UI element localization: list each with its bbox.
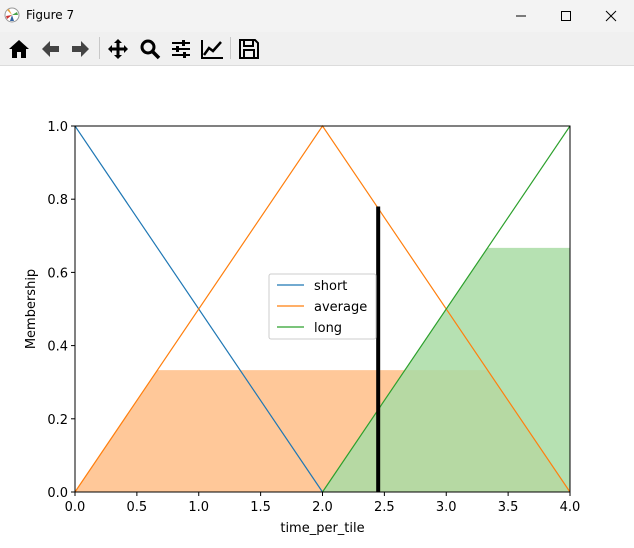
configure-subplots-button[interactable] [168,36,194,62]
series-line-long [322,125,571,493]
x-tick-label: 3.0 [436,500,457,515]
maximize-button[interactable] [543,0,589,32]
x-tick-label: 4.0 [560,500,581,515]
figure-canvas[interactable]: 0.0 0.5 1.0 1.5 2.0 2.5 3.0 3.5 4.0 0.0 0.2 0.4 0.6… [0,66,634,544]
home-button[interactable] [6,36,32,62]
y-tick-label: 1.0 [47,120,68,135]
x-tick-label: 0.5 [127,500,148,515]
title-bar: Figure 7 [0,0,634,32]
close-button[interactable] [588,0,634,32]
navigation-toolbar [0,32,634,66]
toolbar-separator [230,37,231,59]
configure-subplots-icon [172,40,190,58]
save-icon [239,39,259,59]
y-axis-label: Membership [24,269,39,349]
x-tick-label: 1.5 [250,500,271,515]
y-tick-label: 0.4 [47,340,68,355]
fill-long [322,247,570,492]
x-tick-label: 2.5 [374,500,395,515]
pan-icon [108,39,128,59]
toolbar-separator [99,37,100,59]
membership-chart: 0.0 0.5 1.0 1.5 2.0 2.5 3.0 3.5 4.0 0.0 0.2 0.4 0.6… [24,120,581,536]
y-tick-label: 0.0 [47,486,68,501]
edit-axis-icon [201,40,223,59]
pan-button[interactable] [105,36,131,62]
home-icon [9,40,29,58]
fills-layer [75,247,570,492]
back-button[interactable] [37,36,63,62]
y-ticks: 0.0 0.2 0.4 0.6 0.8 1.0 [47,120,75,501]
x-tick-label: 1.0 [188,500,209,515]
zoom-icon [140,39,161,60]
back-arrow-icon [42,41,59,57]
x-tick-label: 3.5 [498,500,519,515]
window-title: Figure 7 [26,8,75,22]
y-tick-label: 0.2 [47,413,68,428]
x-tick-label: 0.0 [65,500,86,515]
legend: short average long [268,273,377,340]
save-button[interactable] [236,36,262,62]
forward-button[interactable] [68,36,94,62]
legend-label-long: long [314,321,342,336]
minimize-icon [516,15,526,17]
legend-frame [268,273,377,340]
x-ticks: 0.0 0.5 1.0 1.5 2.0 2.5 3.0 3.5 4.0 [65,492,581,515]
x-tick-label: 2.0 [312,500,333,515]
legend-label-short: short [314,279,347,294]
legend-label-average: average [314,300,367,315]
x-axis-label: time_per_tile [280,521,364,536]
y-tick-label: 0.8 [47,193,68,208]
close-icon [605,10,617,22]
forward-arrow-icon [72,41,89,57]
maximize-icon [561,11,571,21]
matplotlib-icon [4,7,20,23]
edit-axis-button[interactable] [199,36,225,62]
minimize-button[interactable] [498,0,544,32]
zoom-button[interactable] [137,36,163,62]
y-tick-label: 0.6 [47,266,68,281]
